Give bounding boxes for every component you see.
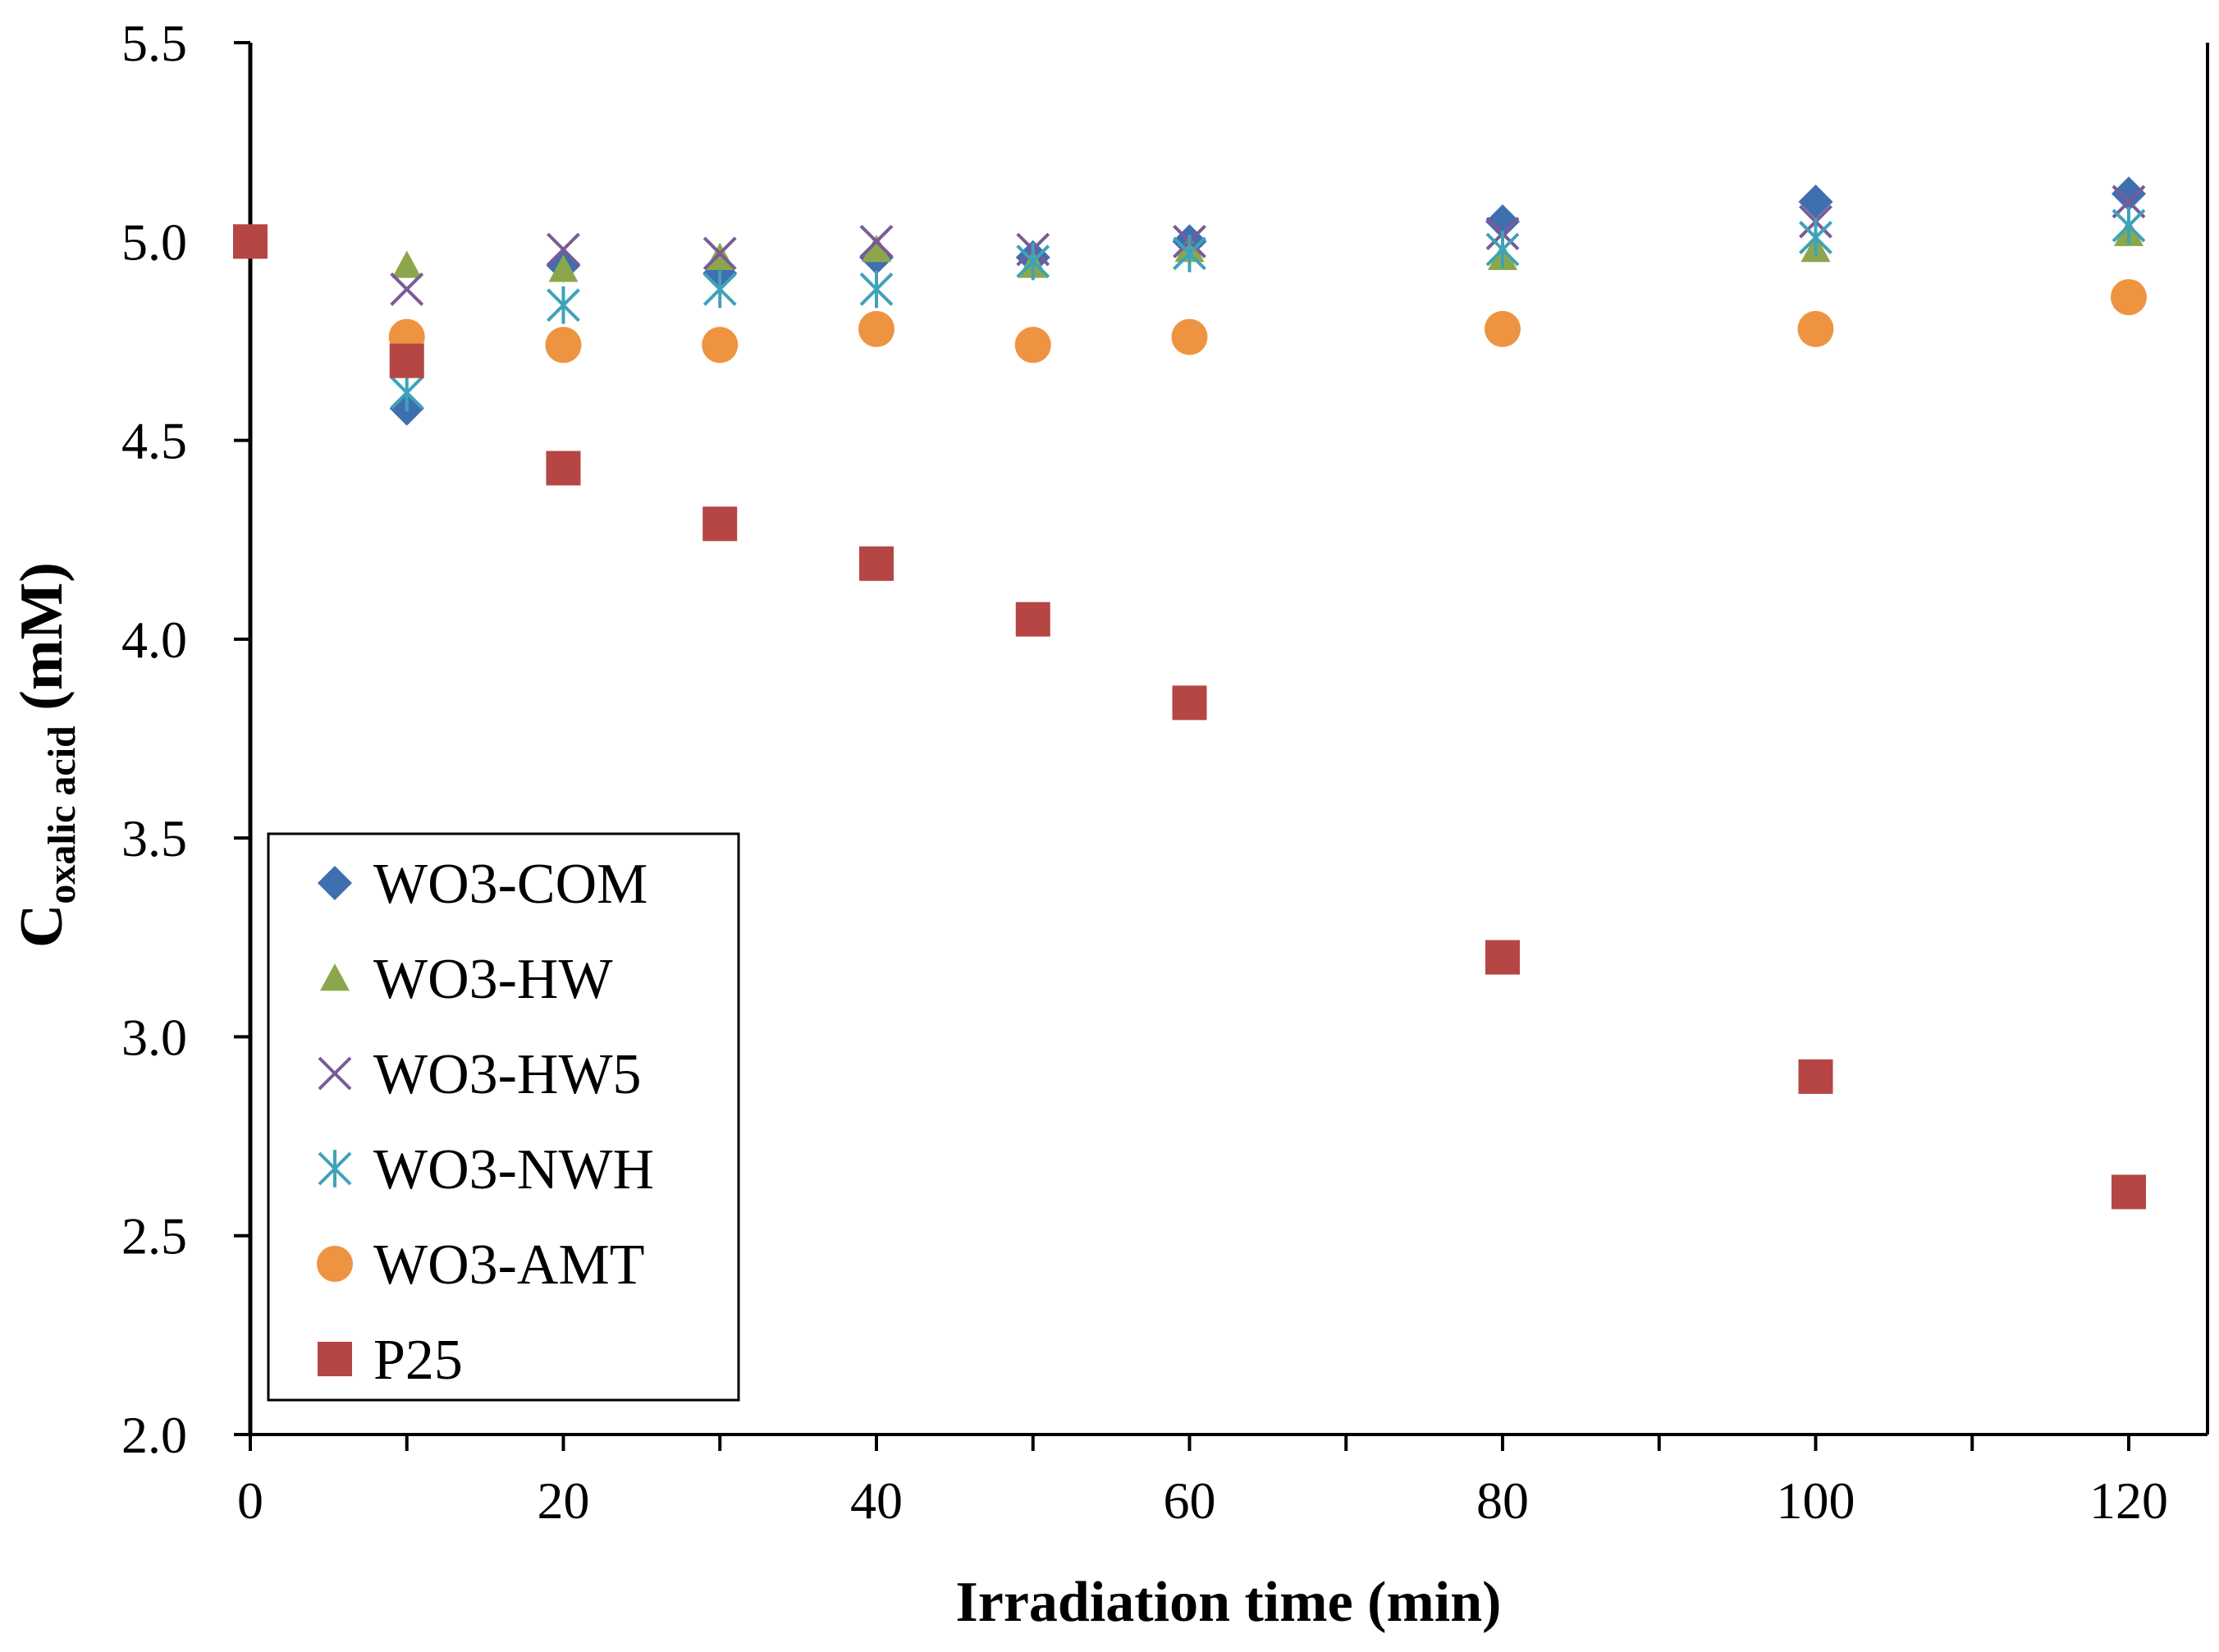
data-point-p25 bbox=[859, 546, 894, 581]
series-wo3-amt bbox=[388, 279, 2147, 364]
data-point-wo3-hw bbox=[548, 254, 579, 282]
data-point-p25 bbox=[1172, 685, 1207, 721]
x-stroke-b bbox=[2111, 185, 2146, 219]
data-point-wo3-hw5 bbox=[2111, 185, 2146, 219]
x-tick-label: 80 bbox=[1476, 1471, 1529, 1530]
y-tick-label: 5.0 bbox=[121, 213, 187, 271]
data-point-wo3-nwh bbox=[1485, 231, 1520, 268]
legend-marker-wo3-hw5 bbox=[318, 1056, 352, 1091]
x-axis-ticks: 0 20 40 60 80 100 120 bbox=[237, 1435, 2168, 1530]
data-point-wo3-hw5 bbox=[390, 272, 424, 306]
legend-item-wo3-com: WO3-COM bbox=[318, 853, 647, 916]
data-point-wo3-nwh bbox=[2111, 207, 2146, 245]
x-stroke-b bbox=[547, 232, 580, 267]
y-tick-label: 5.5 bbox=[121, 14, 187, 72]
legend-label-wo3-hw: WO3-HW bbox=[373, 948, 613, 1011]
y-tick-label: 2.0 bbox=[121, 1406, 187, 1464]
data-point-p25 bbox=[1485, 940, 1520, 975]
legend-label-wo3-com: WO3-COM bbox=[373, 853, 647, 916]
data-point-wo3-hw5 bbox=[547, 232, 580, 267]
data-point-wo3-nwh bbox=[1016, 242, 1050, 281]
data-point-wo3-hw bbox=[391, 250, 422, 278]
x-tick-label: 20 bbox=[538, 1471, 590, 1530]
data-point-wo3-amt bbox=[1485, 310, 1521, 347]
data-point-wo3-hw bbox=[862, 234, 891, 263]
legend-box bbox=[267, 832, 740, 1402]
data-point-wo3-nwh bbox=[547, 286, 580, 324]
data-point-wo3-nwh bbox=[390, 373, 424, 412]
legend: WO3-COM WO3-HW WO3-HW5 WO3-NWH WO3-AMT P25 bbox=[267, 832, 740, 1402]
y-axis-title-subscript: oxalic acid bbox=[40, 725, 84, 904]
legend-item-wo3-amt: WO3-AMT bbox=[317, 1233, 644, 1297]
data-point-p25 bbox=[1798, 1059, 1833, 1094]
series-p25 bbox=[233, 224, 2146, 1210]
data-point-p25 bbox=[702, 506, 738, 542]
x-stroke-b bbox=[859, 224, 894, 259]
data-point-p25 bbox=[546, 451, 581, 486]
data-series bbox=[233, 176, 2147, 1210]
data-point-wo3-amt bbox=[2111, 279, 2147, 316]
x-stroke-b bbox=[702, 236, 737, 271]
series-wo3-nwh bbox=[390, 207, 2146, 412]
data-point-p25 bbox=[2111, 1174, 2146, 1210]
y-tick-label: 4.5 bbox=[121, 412, 187, 470]
x-tick-label: 0 bbox=[237, 1471, 263, 1530]
legend-item-wo3-hw: WO3-HW bbox=[320, 948, 613, 1011]
x-tick-label: 120 bbox=[2089, 1471, 2168, 1530]
series-wo3-com bbox=[389, 176, 2146, 426]
legend-item-wo3-hw5: WO3-HW5 bbox=[318, 1043, 642, 1106]
y-axis-title: Coxalic acid (mM) bbox=[8, 562, 84, 948]
legend-item-wo3-nwh: WO3-NWH bbox=[318, 1138, 654, 1201]
data-point-wo3-amt bbox=[1014, 327, 1051, 364]
data-point-wo3-amt bbox=[1171, 318, 1208, 355]
legend-marker-p25 bbox=[318, 1342, 352, 1376]
y-axis-title-unit: (mM) bbox=[8, 562, 75, 725]
data-point-wo3-nwh bbox=[1173, 235, 1206, 272]
data-point-wo3-nwh bbox=[859, 270, 894, 309]
y-axis-title-main: C bbox=[8, 904, 75, 948]
y-tick-label: 2.5 bbox=[121, 1207, 187, 1265]
legend-items: WO3-COM WO3-HW WO3-HW5 WO3-NWH WO3-AMT P25 bbox=[317, 853, 654, 1392]
series-wo3-hw bbox=[391, 218, 2144, 282]
x-stroke-b bbox=[318, 1056, 352, 1091]
data-point-wo3-com bbox=[1485, 204, 1520, 240]
legend-marker-wo3-amt bbox=[317, 1246, 353, 1282]
data-point-wo3-hw5 bbox=[859, 224, 894, 259]
data-point-wo3-amt bbox=[702, 327, 739, 364]
y-axis-ticks: 2.0 2.5 3.0 3.5 4.0 4.5 5.0 5.5 bbox=[121, 14, 250, 1464]
y-tick-label: 4.0 bbox=[121, 611, 187, 669]
legend-label-wo3-nwh: WO3-NWH bbox=[373, 1138, 654, 1201]
data-point-wo3-amt bbox=[1797, 310, 1834, 347]
legend-label-p25: P25 bbox=[373, 1329, 463, 1392]
legend-marker-wo3-hw bbox=[320, 963, 350, 991]
x-axis-title: Irradiation time (min) bbox=[956, 1571, 1502, 1634]
data-point-wo3-amt bbox=[545, 327, 582, 364]
data-point-p25 bbox=[389, 343, 424, 378]
legend-label-wo3-amt: WO3-AMT bbox=[373, 1233, 644, 1297]
y-tick-label: 3.0 bbox=[121, 1008, 187, 1066]
data-point-wo3-com bbox=[1798, 184, 1833, 219]
x-tick-label: 60 bbox=[1164, 1471, 1216, 1530]
data-point-p25 bbox=[233, 224, 268, 259]
legend-marker-wo3-nwh bbox=[318, 1150, 352, 1188]
data-point-wo3-nwh bbox=[1799, 218, 1832, 257]
series-wo3-hw5 bbox=[390, 185, 2146, 306]
plot-area-frame bbox=[248, 43, 2209, 1436]
data-point-wo3-hw5 bbox=[702, 236, 737, 271]
legend-item-p25: P25 bbox=[318, 1329, 463, 1392]
legend-marker-wo3-com bbox=[318, 866, 352, 900]
data-point-p25 bbox=[1015, 602, 1050, 637]
x-tick-label: 100 bbox=[1777, 1471, 1855, 1530]
x-stroke-b bbox=[390, 272, 424, 306]
y-tick-label: 3.5 bbox=[121, 809, 187, 867]
x-tick-label: 40 bbox=[850, 1471, 903, 1530]
data-point-wo3-nwh bbox=[702, 270, 737, 309]
legend-label-wo3-hw5: WO3-HW5 bbox=[373, 1043, 642, 1106]
data-point-wo3-com bbox=[2111, 176, 2146, 212]
data-point-wo3-amt bbox=[858, 310, 894, 347]
